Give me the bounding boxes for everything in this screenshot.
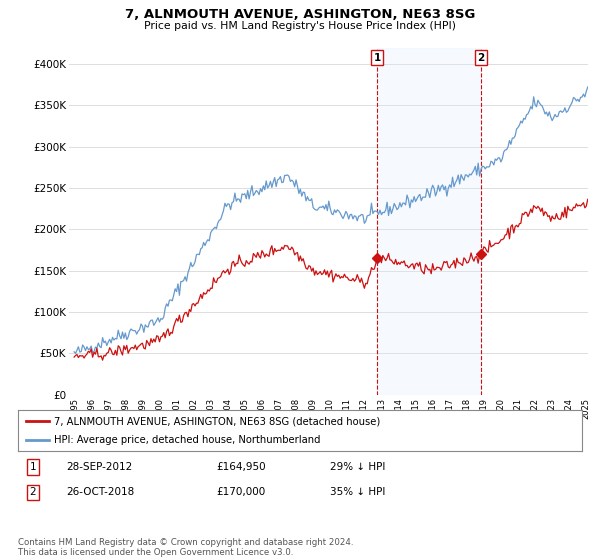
Text: Price paid vs. HM Land Registry's House Price Index (HPI): Price paid vs. HM Land Registry's House … <box>144 21 456 31</box>
Text: 35% ↓ HPI: 35% ↓ HPI <box>330 487 385 497</box>
Text: 1: 1 <box>29 462 37 472</box>
Text: 2: 2 <box>478 53 485 63</box>
Text: 1: 1 <box>374 53 381 63</box>
Text: 7, ALNMOUTH AVENUE, ASHINGTON, NE63 8SG (detached house): 7, ALNMOUTH AVENUE, ASHINGTON, NE63 8SG … <box>53 417 380 426</box>
Text: 2: 2 <box>29 487 37 497</box>
Text: £170,000: £170,000 <box>216 487 265 497</box>
Text: 7, ALNMOUTH AVENUE, ASHINGTON, NE63 8SG: 7, ALNMOUTH AVENUE, ASHINGTON, NE63 8SG <box>125 8 475 21</box>
Text: 28-SEP-2012: 28-SEP-2012 <box>66 462 132 472</box>
Text: £164,950: £164,950 <box>216 462 266 472</box>
Text: 29% ↓ HPI: 29% ↓ HPI <box>330 462 385 472</box>
Text: Contains HM Land Registry data © Crown copyright and database right 2024.
This d: Contains HM Land Registry data © Crown c… <box>18 538 353 557</box>
Text: 26-OCT-2018: 26-OCT-2018 <box>66 487 134 497</box>
Text: HPI: Average price, detached house, Northumberland: HPI: Average price, detached house, Nort… <box>53 435 320 445</box>
Bar <box>377 48 481 395</box>
